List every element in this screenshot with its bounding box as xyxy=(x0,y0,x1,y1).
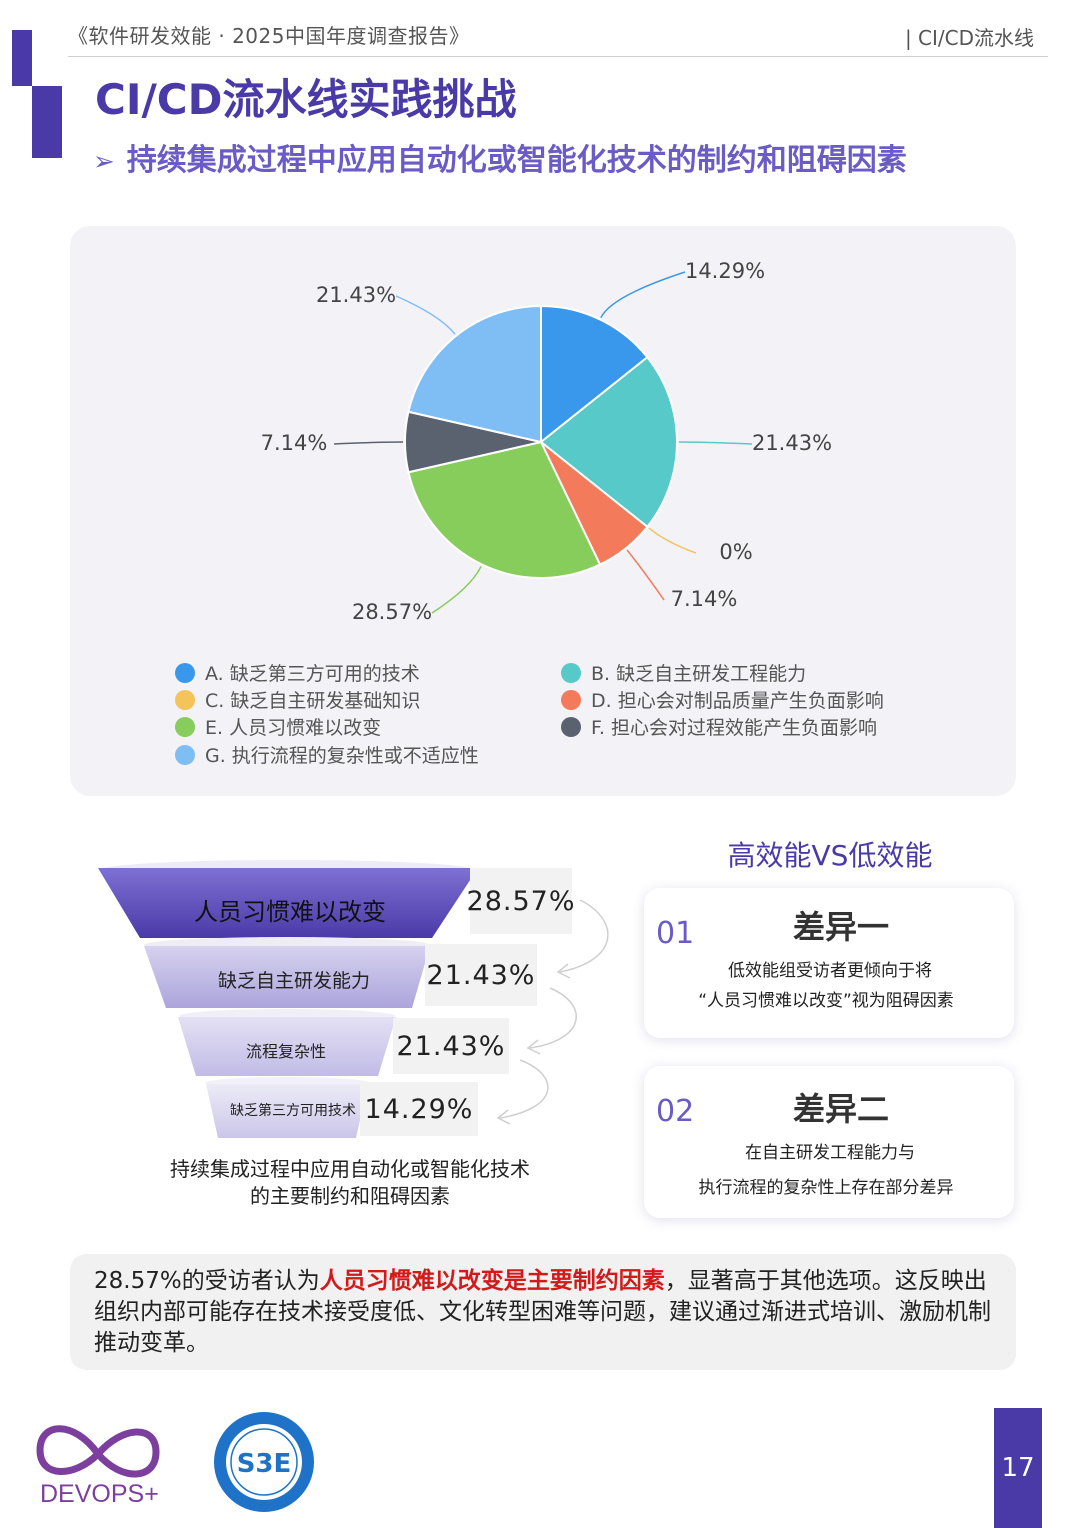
funnel-label-4: 缺乏第三方可用技术 xyxy=(230,1103,356,1119)
page-subtitle: ➢ 持续集成过程中应用自动化或智能化技术的制约和阻碍因素 xyxy=(93,135,907,179)
legend-item-d: D. 担心会对制品质量产生负面影响 xyxy=(561,686,884,713)
funnel-layer-2 xyxy=(144,946,430,1008)
subtitle-text: 持续集成过程中应用自动化或智能化技术的制约和阻碍因素 xyxy=(126,143,907,178)
header-accent-bar xyxy=(12,30,32,86)
legend-label-d: D. 担心会对制品质量产生负面影响 xyxy=(591,690,884,712)
legend-label-g: G. 执行流程的复杂性或不适应性 xyxy=(205,745,479,767)
funnel-label-2: 缺乏自主研发能力 xyxy=(217,969,370,992)
summary-box: 28.57%的受访者认为人员习惯难以改变是主要制约因素，显著高于其他选项。这反映… xyxy=(70,1254,1016,1370)
legend-item-f: F. 担心会对过程效能产生负面影响 xyxy=(561,713,877,740)
comparison-title: 高效能VS低效能 xyxy=(727,839,933,872)
leader-line-e xyxy=(431,566,482,614)
connector-arrowhead-3 xyxy=(496,1109,511,1125)
funnel-value-4: 14.29% xyxy=(360,1082,478,1136)
legend-swatch-a xyxy=(175,663,195,683)
legend-swatch-e xyxy=(175,717,195,737)
funnel-label-1: 人员习惯难以改变 xyxy=(194,897,386,926)
leader-line-g xyxy=(395,295,456,335)
card-text-line2: 执行流程的复杂性上存在部分差异 xyxy=(698,1178,954,1198)
data-label-a: 14.29% xyxy=(685,259,765,283)
legend-label-a: A. 缺乏第三方可用的技术 xyxy=(205,663,420,685)
seal-inner-ring xyxy=(230,1428,298,1496)
funnel-caption: 持续集成过程中应用自动化或智能化技术 的主要制约和阻碍因素 xyxy=(130,1156,570,1210)
card-title: 差异二 xyxy=(792,1090,889,1128)
legend-item-c: C. 缺乏自主研发基础知识 xyxy=(175,686,420,713)
leader-line-a xyxy=(600,271,686,319)
funnel-layer-3 xyxy=(178,1017,396,1076)
card-text-line1: 低效能组受访者更倾向于将 xyxy=(728,961,932,981)
data-label-f: 7.14% xyxy=(261,431,328,455)
data-label-d: 7.14% xyxy=(671,587,738,611)
funnel-value-1: 28.57% xyxy=(467,868,574,934)
funnel-label-3: 流程复杂性 xyxy=(245,1042,326,1061)
connector-arrow-1 xyxy=(559,899,609,973)
legend-swatch-d xyxy=(561,690,581,710)
data-label-b: 21.43% xyxy=(752,431,832,455)
difference-card-1: 01 差异一 低效能组受访者更倾向于将 “人员习惯难以改变”视为阻碍因素 xyxy=(644,888,1014,1038)
legend-swatch-b xyxy=(561,663,581,683)
card-text-line2: “人员习惯难以改变”视为阻碍因素 xyxy=(698,991,954,1011)
section-label: | CI/CD流水线 xyxy=(904,26,1034,50)
connector-arrowhead-1 xyxy=(556,963,571,979)
report-title: 《软件研发效能 · 2025中国年度调查报告》 xyxy=(68,24,470,48)
seal-text: S3E xyxy=(237,1449,292,1479)
devops-logo: DEVOPS+ xyxy=(36,1425,160,1508)
funnel-caption-line1: 持续集成过程中应用自动化或智能化技术 xyxy=(170,1157,530,1181)
pie-slice-b xyxy=(539,355,678,529)
difference-card-2: 02 差异二 在自主研发工程能力与 执行流程的复杂性上存在部分差异 xyxy=(644,1066,1014,1218)
data-label-e: 28.57% xyxy=(352,600,432,624)
card-text-line1: 在自主研发工程能力与 xyxy=(745,1143,915,1163)
card-number: 01 xyxy=(656,916,695,951)
funnel-caption-line2: 的主要制约和阻碍因素 xyxy=(250,1184,450,1208)
leader-line-f xyxy=(333,441,404,445)
legend-item-g: G. 执行流程的复杂性或不适应性 xyxy=(175,741,479,768)
legend-swatch-f xyxy=(561,717,581,737)
legend-label-f: F. 担心会对过程效能产生负面影响 xyxy=(591,717,877,739)
legend-item-e: E. 人员习惯难以改变 xyxy=(175,713,381,740)
legend-swatch-g xyxy=(175,745,195,765)
funnel-chart xyxy=(98,860,609,1138)
card-number: 02 xyxy=(656,1094,695,1129)
summary-rest: ，显著高于其他选项。这反映出组织内部可能存在技术接受度低、文化转型困难等问题，建… xyxy=(94,1268,991,1356)
card-title: 差异一 xyxy=(792,908,889,946)
arrow-bullet-icon: ➢ xyxy=(93,147,115,177)
legend-label-b: B. 缺乏自主研发工程能力 xyxy=(591,663,807,685)
pie-slice-e xyxy=(407,440,602,579)
summary-highlight: 人员习惯难以改变是主要制约因素 xyxy=(319,1268,665,1294)
s3e-seal-logo: S3E xyxy=(214,1412,314,1512)
funnel-layer-1 xyxy=(98,868,478,938)
legend-item-a: A. 缺乏第三方可用的技术 xyxy=(175,659,420,686)
pie-slice-a xyxy=(540,304,649,445)
connector-arrow-3 xyxy=(499,1059,549,1119)
page-number: 17 xyxy=(994,1408,1042,1528)
legend-item-b: B. 缺乏自主研发工程能力 xyxy=(561,659,806,686)
page-title: CI/CD流水线实践挑战 xyxy=(95,75,517,124)
leader-line-b xyxy=(678,441,753,445)
header-divider xyxy=(68,56,1048,57)
funnel-value-3: 21.43% xyxy=(393,1018,509,1074)
legend-label-e: E. 人员习惯难以改变 xyxy=(205,717,382,739)
pie-chart-panel: 14.29% 21.43% 0% 7.14% 28.57% 7.14% 21.43% A. … xyxy=(70,226,1016,796)
legend-swatch-c xyxy=(175,690,195,710)
data-label-g: 21.43% xyxy=(316,283,396,307)
summary-text: 28.57%的受访者认为人员习惯难以改变是主要制约因素，显著高于其他选项。这反映… xyxy=(94,1266,994,1359)
data-label-c: 0% xyxy=(719,540,752,564)
seal-inner-circle xyxy=(226,1424,302,1500)
header-accent-bar-lower xyxy=(32,86,62,158)
legend-label-c: C. 缺乏自主研发基础知识 xyxy=(205,690,421,712)
devops-logo-text: DEVOPS+ xyxy=(40,1480,159,1508)
leader-line-c xyxy=(648,527,697,554)
leader-line-d xyxy=(626,549,665,601)
funnel-value-2: 21.43% xyxy=(425,944,537,1006)
pie-chart: 14.29% 21.43% 0% 7.14% 28.57% 7.14% 21.43% xyxy=(261,259,832,624)
connector-arrowhead-2 xyxy=(526,1039,541,1055)
connector-arrow-2 xyxy=(529,987,577,1049)
funnel-layer-4 xyxy=(206,1084,368,1138)
pie-slice-g xyxy=(407,304,542,444)
infinity-icon xyxy=(36,1425,160,1478)
summary-lead: 28.57%的受访者认为 xyxy=(94,1268,320,1294)
